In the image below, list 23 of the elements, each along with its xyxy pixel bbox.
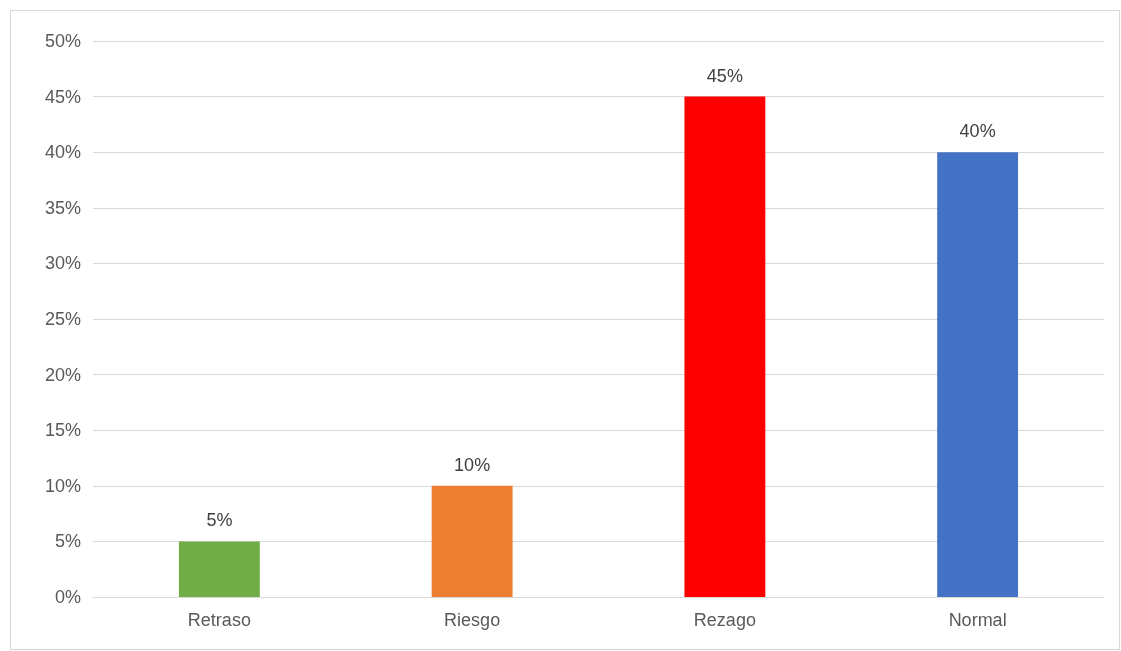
- y-tick-label: 10%: [44, 475, 81, 496]
- data-label: 45%: [706, 65, 743, 86]
- x-tick-label: Normal: [948, 610, 1007, 630]
- bar: [178, 541, 260, 597]
- y-tick-label: 45%: [44, 86, 81, 107]
- y-tick-label: 30%: [44, 253, 81, 274]
- y-tick-label: 0%: [54, 587, 81, 607]
- bar: [684, 96, 766, 597]
- bar: [431, 485, 513, 597]
- y-tick-label: 40%: [44, 142, 81, 163]
- y-tick-label: 50%: [44, 31, 81, 51]
- y-tick-label: 20%: [44, 364, 81, 385]
- y-tick-label: 5%: [54, 531, 81, 552]
- x-tick-label: Riesgo: [444, 610, 501, 630]
- y-tick-label: 15%: [44, 420, 81, 441]
- x-tick-label: Rezago: [693, 610, 756, 630]
- data-label: 40%: [959, 121, 996, 142]
- x-tick-label: Retraso: [187, 610, 251, 630]
- y-tick-label: 35%: [44, 197, 81, 218]
- y-tick-label: 25%: [44, 309, 81, 329]
- data-label: 5%: [206, 510, 233, 531]
- data-label: 10%: [454, 454, 491, 475]
- bar: [937, 152, 1019, 597]
